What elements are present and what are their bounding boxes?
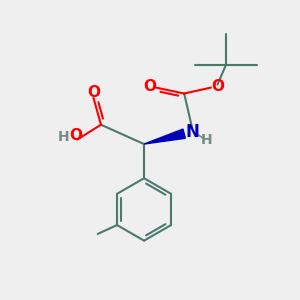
Text: O: O <box>69 128 82 142</box>
Text: O: O <box>87 85 100 100</box>
Polygon shape <box>144 129 185 144</box>
Text: H: H <box>58 130 70 144</box>
Text: N: N <box>185 123 199 141</box>
Text: O: O <box>211 79 224 94</box>
Text: O: O <box>143 79 156 94</box>
Text: H: H <box>201 133 212 147</box>
